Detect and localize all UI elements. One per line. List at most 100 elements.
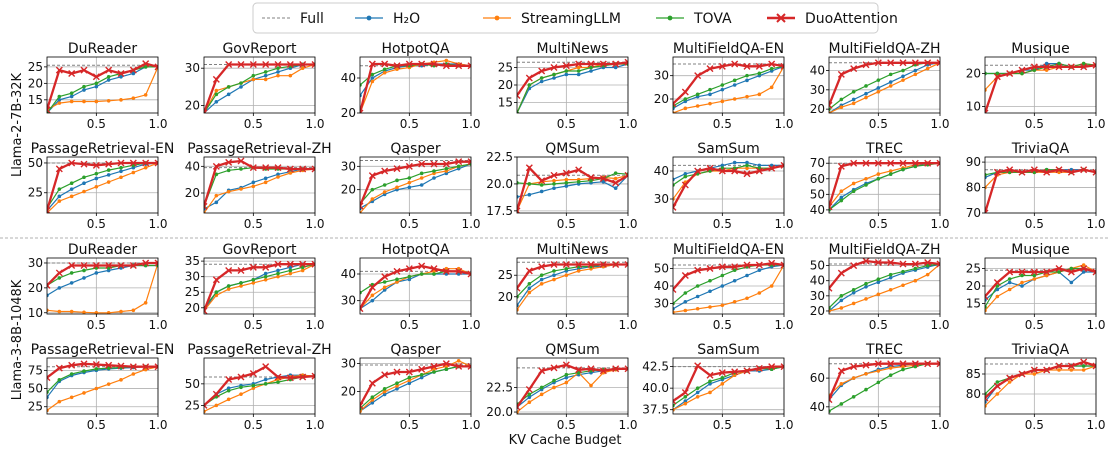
data-point bbox=[274, 60, 282, 68]
data-point bbox=[925, 263, 930, 268]
data-point bbox=[769, 66, 774, 71]
y-tick-label: 30 bbox=[185, 61, 200, 75]
data-point bbox=[527, 400, 532, 405]
series-line bbox=[204, 374, 315, 412]
data-point bbox=[276, 172, 280, 177]
data-point bbox=[864, 176, 868, 181]
data-point bbox=[430, 362, 438, 370]
panel-title: TriviaQA bbox=[1011, 141, 1070, 157]
data-point bbox=[239, 167, 243, 171]
chart-panel: 10 20 30 0.5 1.0 DuReader bbox=[28, 242, 168, 332]
data-point bbox=[1043, 366, 1051, 374]
data-point bbox=[1020, 284, 1024, 288]
data-point bbox=[239, 187, 243, 191]
data-point bbox=[612, 260, 620, 268]
data-point bbox=[706, 164, 714, 172]
panel-title: QMSum bbox=[545, 141, 600, 157]
data-point bbox=[1043, 63, 1051, 71]
data-point bbox=[720, 87, 725, 92]
data-point bbox=[575, 166, 583, 174]
data-point bbox=[550, 64, 558, 71]
data-point bbox=[405, 60, 413, 68]
data-point bbox=[576, 69, 581, 73]
y-tick-label: 20 bbox=[28, 76, 43, 90]
data-point bbox=[370, 293, 375, 298]
data-point bbox=[467, 62, 471, 70]
legend-entry: H₂O bbox=[355, 11, 420, 27]
data-point bbox=[612, 365, 620, 373]
y-tick-label: 25 bbox=[966, 262, 981, 276]
data-point bbox=[527, 282, 532, 286]
data-point bbox=[212, 276, 220, 284]
data-point bbox=[993, 382, 1001, 390]
series-line bbox=[673, 264, 784, 304]
data-point bbox=[204, 202, 208, 210]
data-point bbox=[226, 386, 231, 390]
data-point bbox=[47, 293, 49, 298]
data-point bbox=[57, 199, 62, 203]
data-point bbox=[743, 261, 751, 269]
x-tick-label: 0.5 bbox=[713, 418, 732, 432]
data-point bbox=[720, 382, 725, 386]
y-tick-label: 20 bbox=[185, 186, 200, 200]
data-point bbox=[539, 189, 544, 194]
y-tick-label: 30 bbox=[654, 297, 669, 311]
data-point bbox=[851, 291, 856, 295]
data-point bbox=[226, 85, 231, 89]
data-point bbox=[874, 259, 882, 267]
data-point bbox=[745, 94, 749, 99]
legend-marker bbox=[366, 15, 372, 21]
data-point bbox=[839, 294, 844, 298]
data-point bbox=[214, 193, 219, 198]
data-point bbox=[850, 363, 858, 371]
data-point bbox=[851, 301, 856, 306]
x-tick-label: 1.0 bbox=[774, 318, 793, 332]
data-point bbox=[839, 105, 844, 110]
data-point bbox=[129, 66, 137, 74]
data-point bbox=[444, 166, 449, 171]
series-group bbox=[673, 259, 784, 314]
y-tick-label: 85 bbox=[966, 367, 981, 381]
data-point bbox=[527, 182, 532, 186]
data-point bbox=[47, 390, 49, 394]
data-point bbox=[695, 390, 700, 395]
data-point bbox=[837, 269, 845, 277]
data-point bbox=[888, 80, 893, 84]
series-line bbox=[673, 65, 784, 113]
data-point bbox=[683, 394, 688, 399]
data-point bbox=[82, 84, 86, 89]
data-point bbox=[538, 263, 546, 271]
y-tick-label: 40 bbox=[341, 71, 356, 85]
data-point bbox=[263, 274, 268, 279]
data-point bbox=[864, 91, 868, 96]
y-tick-label: 15 bbox=[28, 93, 43, 107]
data-point bbox=[913, 364, 918, 369]
data-point bbox=[683, 291, 688, 295]
data-point bbox=[1067, 268, 1075, 276]
data-point bbox=[263, 382, 268, 386]
series-line bbox=[47, 261, 158, 287]
series-line bbox=[517, 174, 628, 198]
data-point bbox=[862, 258, 870, 265]
series-group bbox=[829, 159, 940, 212]
series-group bbox=[47, 259, 158, 314]
series-group bbox=[985, 358, 1096, 408]
data-point bbox=[708, 305, 712, 309]
data-point bbox=[876, 380, 881, 385]
data-point bbox=[1043, 268, 1051, 276]
x-tick-label: 1.0 bbox=[461, 418, 480, 432]
data-point bbox=[47, 111, 49, 113]
data-point bbox=[442, 62, 450, 70]
y-tick-label: 90 bbox=[966, 155, 981, 169]
data-point bbox=[780, 62, 784, 70]
data-point bbox=[829, 309, 831, 313]
data-point bbox=[1032, 273, 1037, 278]
data-point bbox=[47, 281, 51, 289]
data-point bbox=[876, 280, 881, 285]
data-point bbox=[1030, 268, 1038, 276]
data-point bbox=[876, 277, 881, 281]
data-point bbox=[381, 273, 389, 281]
data-point bbox=[913, 72, 918, 77]
data-point bbox=[888, 169, 893, 173]
data-point bbox=[564, 273, 569, 278]
